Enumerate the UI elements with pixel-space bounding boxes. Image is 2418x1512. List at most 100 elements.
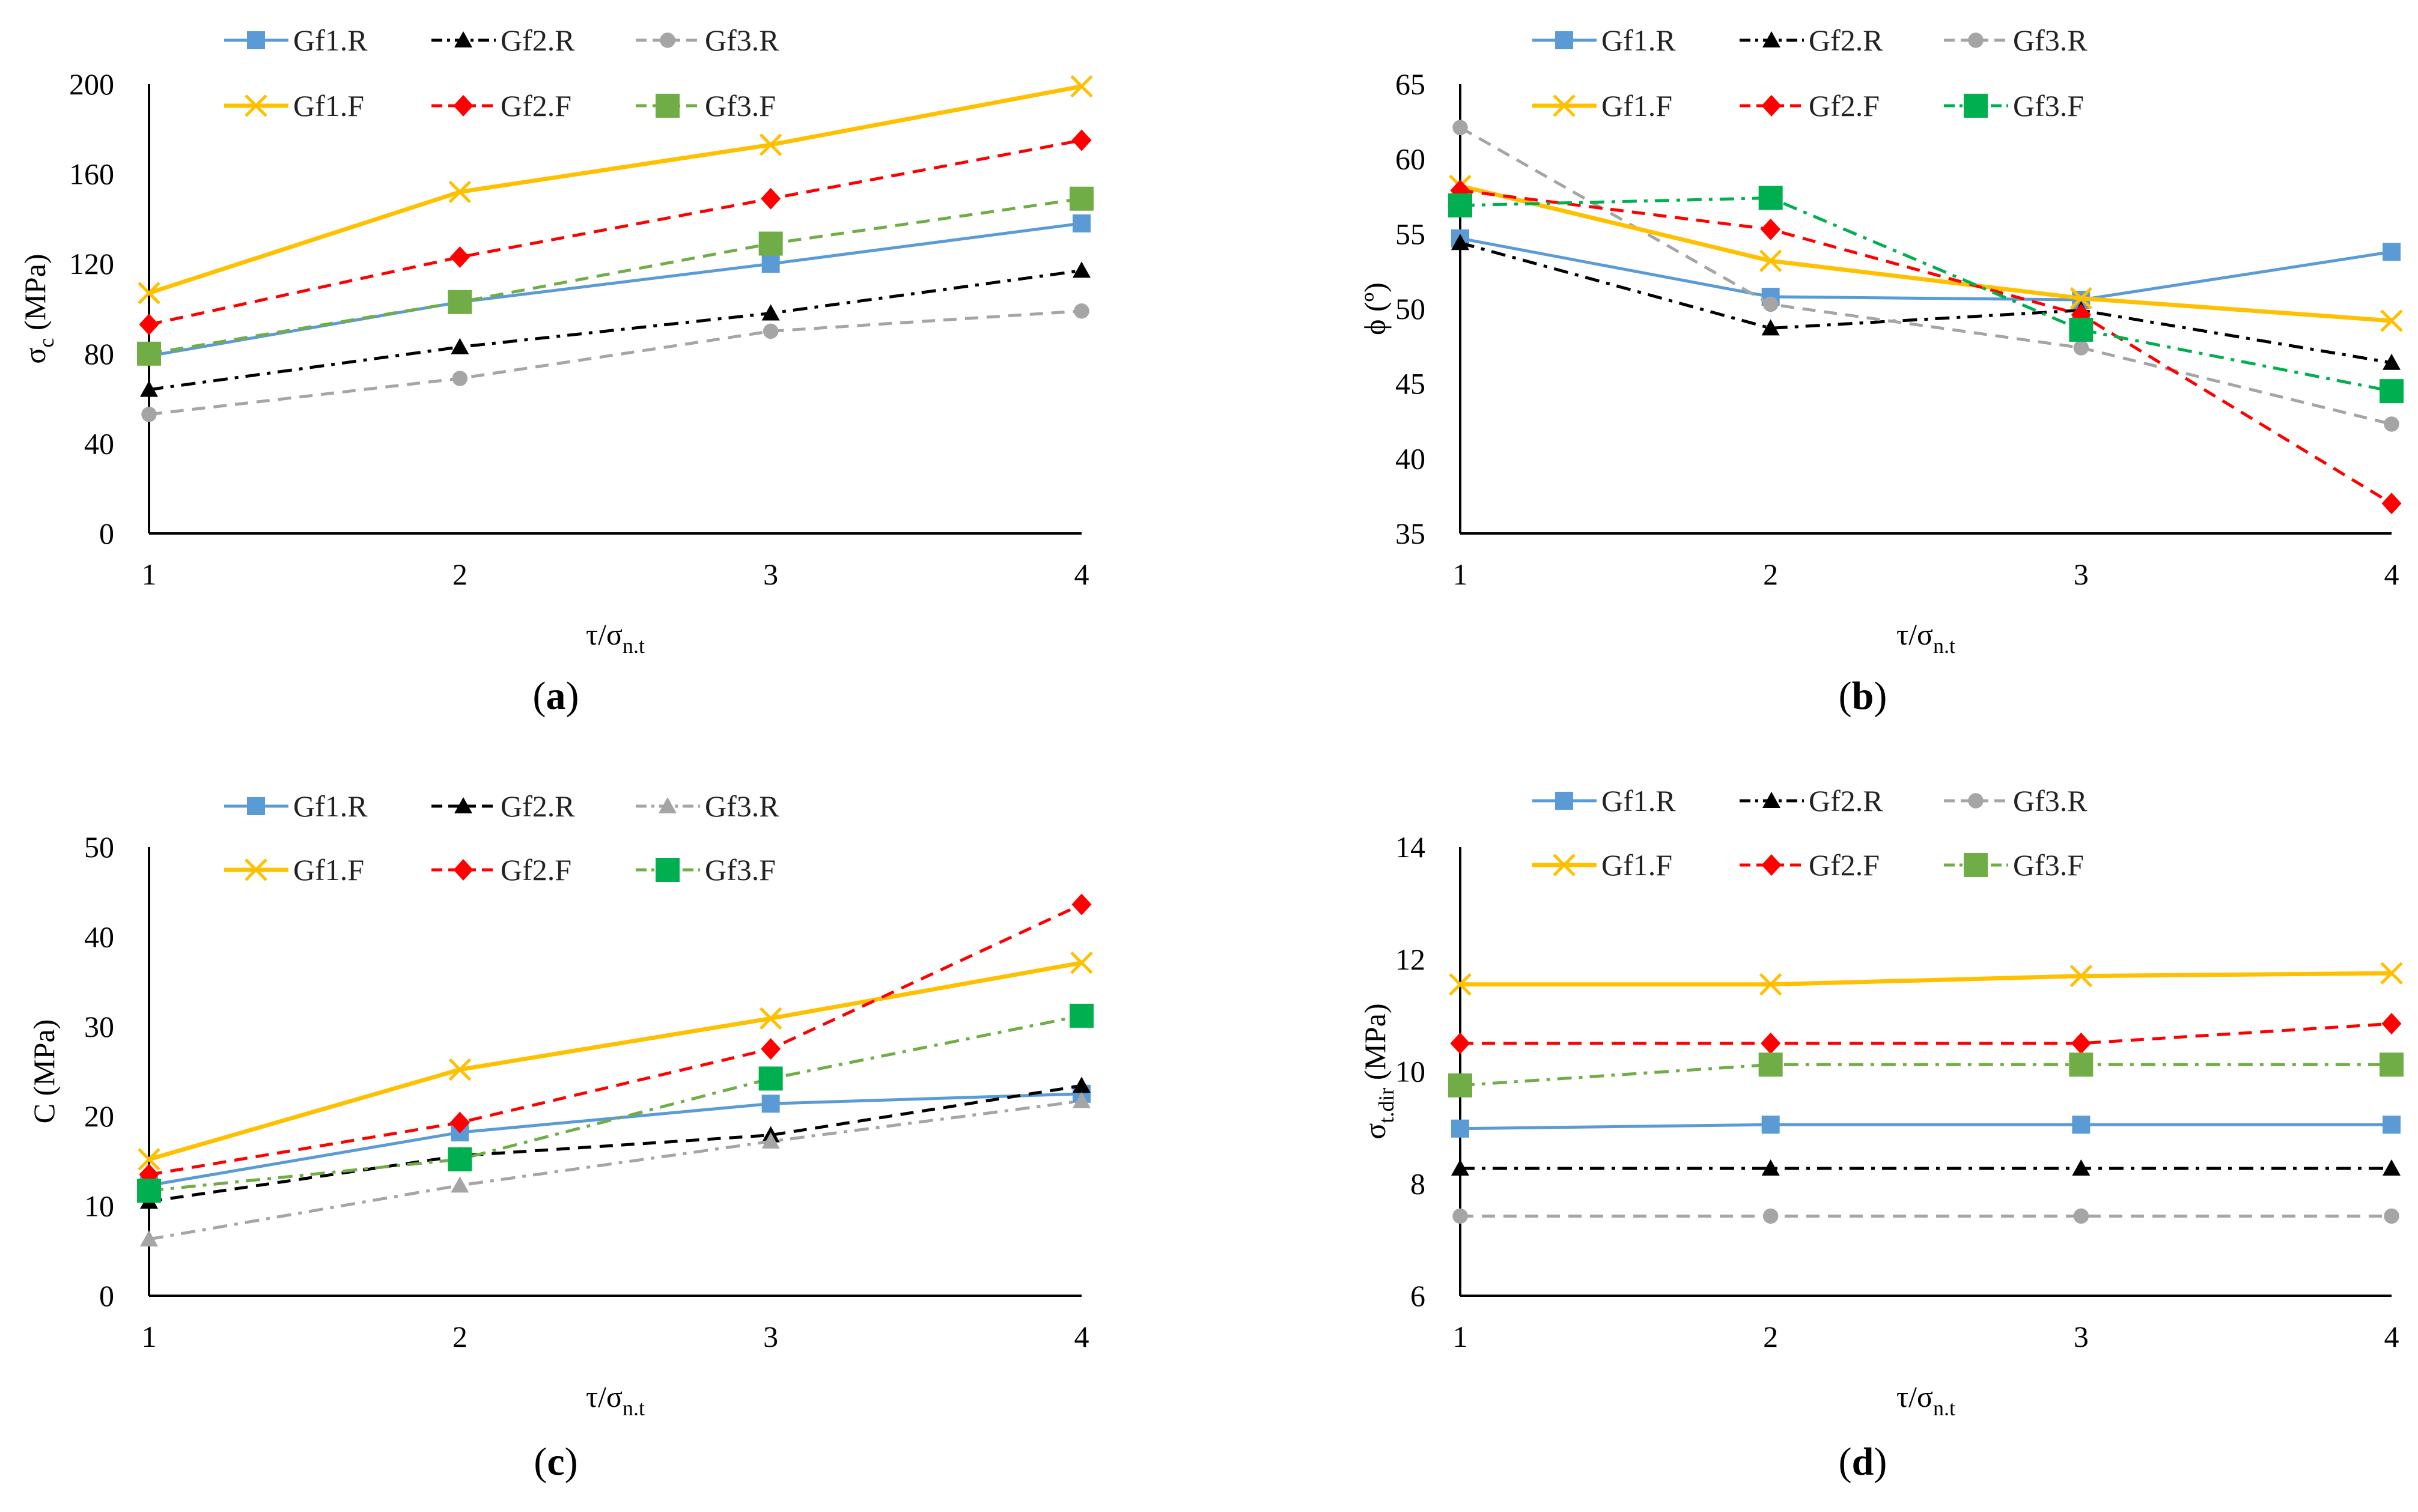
y-tick-label: 20 <box>84 1099 114 1133</box>
series-line <box>148 1014 1082 1192</box>
series-gf2-r <box>140 1076 1091 1209</box>
legend-label: Gf2.R <box>501 23 575 57</box>
x-tick-label: 1 <box>142 1320 157 1353</box>
x-tick-label: 2 <box>1763 1320 1778 1353</box>
data-point <box>2071 1032 2091 1054</box>
legend-item-gf1-r: Gf1.R <box>224 23 368 57</box>
data-point <box>759 1007 782 1030</box>
y-tick-label: 0 <box>99 1279 114 1313</box>
data-point <box>2072 1159 2091 1176</box>
series-gf1-f <box>138 951 1093 1171</box>
y-tick-label: 6 <box>1410 1279 1425 1313</box>
y-tick-label: 40 <box>84 920 114 953</box>
y-axis-title: σt.dir (MPa) <box>1358 1003 1398 1139</box>
x-axis-title-main: τ/σ <box>1896 618 1933 651</box>
series-line <box>1460 196 2392 393</box>
data-point <box>1758 186 1783 210</box>
caption-letter: b <box>1852 674 1874 718</box>
legend-item-gf2-r: Gf2.R <box>431 23 575 57</box>
legend-swatch-marker <box>1553 94 1576 117</box>
series-gf3-f <box>137 186 1094 366</box>
legend-swatch-marker <box>454 797 472 813</box>
series-gf3-r <box>1452 1208 2399 1224</box>
legend-item-gf3-f: Gf3.F <box>636 89 776 123</box>
x-axis-title: τ/σn.t <box>586 1380 645 1420</box>
data-point <box>2383 1116 2401 1134</box>
y-tick-label: 14 <box>1395 830 1425 864</box>
legend-label: Gf1.F <box>293 89 364 123</box>
legend-swatch-marker <box>245 94 267 117</box>
data-point <box>451 338 469 354</box>
x-axis-title: τ/σn.t <box>1896 1380 1955 1420</box>
legend-item-gf2-f: Gf2.F <box>431 89 571 123</box>
chart-panel-a: 0 40 80 120 160 200 1 2 3 4 τ/σn.t σc (MPa) Gf1.R Gf2… <box>18 23 1094 718</box>
legend-label: Gf3.R <box>705 23 779 57</box>
y-tick-label: 45 <box>1395 367 1425 401</box>
legend-swatch-marker <box>245 858 267 881</box>
legend: Gf1.R Gf2.R Gf3.R Gf1.F Gf2.F Gf3.F <box>224 789 779 887</box>
y-tick-label: 8 <box>1410 1167 1425 1200</box>
data-point <box>1450 1032 1470 1054</box>
y-axis-title-sub: t.dir <box>1374 1088 1398 1123</box>
x-tick-label: 2 <box>1763 557 1778 591</box>
x-tick-label: 3 <box>2074 1320 2089 1353</box>
y-tick-label: 55 <box>1395 217 1425 250</box>
y-tick-label: 40 <box>1395 442 1425 475</box>
legend-label: Gf2.R <box>501 789 575 823</box>
data-point <box>137 1179 161 1203</box>
x-axis-title: τ/σn.t <box>1896 618 1955 658</box>
data-point <box>763 323 779 339</box>
series-line <box>148 139 1082 326</box>
series-gf2-f <box>139 129 1092 336</box>
data-point <box>2383 1159 2401 1176</box>
data-point <box>758 231 783 256</box>
data-point <box>2069 287 2093 310</box>
legend-label: Gf3.R <box>705 789 779 823</box>
legend-item-gf3-r: Gf3.R <box>1944 784 2088 818</box>
data-point <box>1448 193 1472 217</box>
x-tick-label: 3 <box>763 557 778 591</box>
series-gf1-f <box>1449 962 2403 996</box>
data-point <box>1761 1032 1781 1054</box>
series-line <box>1460 184 2392 323</box>
legend-item-gf1-r: Gf1.R <box>1532 784 1676 818</box>
legend-item-gf3-f: Gf3.F <box>1944 89 2084 123</box>
y-tick-label: 10 <box>84 1189 114 1223</box>
legend-swatch-marker <box>1762 792 1780 808</box>
y-tick-label: 10 <box>1395 1055 1425 1088</box>
legend-label: Gf2.R <box>1809 784 1883 818</box>
legend-item-gf1-r: Gf1.R <box>1532 23 1676 57</box>
x-tick-label: 4 <box>2384 1320 2399 1353</box>
series-line <box>148 1084 1082 1203</box>
caption-letter: a <box>546 674 566 718</box>
caption-letter: d <box>1852 1440 1874 1484</box>
data-point <box>1451 1159 1469 1176</box>
legend-label: Gf1.R <box>1601 784 1676 818</box>
data-point <box>758 1066 783 1091</box>
data-point <box>1073 214 1091 232</box>
data-point <box>449 1111 470 1134</box>
y-tick-label: 50 <box>1395 292 1425 326</box>
legend-swatch-marker <box>1968 793 1984 809</box>
panel-caption: (a) <box>533 674 579 718</box>
series-gf3-f <box>1448 186 2404 404</box>
series-gf3-r <box>1452 120 2399 432</box>
legend-item-gf3-r: Gf3.R <box>636 23 779 57</box>
data-point <box>761 1038 781 1060</box>
legend-item-gf1-f: Gf1.F <box>1532 89 1672 123</box>
legend-swatch-marker <box>1553 854 1576 876</box>
y-axis-title: C (MPa) <box>27 1019 61 1124</box>
x-tick-label: 4 <box>2384 557 2399 591</box>
y-tick-label: 50 <box>84 830 114 864</box>
x-tick-label: 2 <box>452 1320 467 1353</box>
y-tick-label: 0 <box>99 517 114 550</box>
legend-item-gf2-r: Gf2.R <box>1740 23 1883 57</box>
series-line <box>1459 126 2392 426</box>
x-axis-title-main: τ/σ <box>586 1380 623 1413</box>
y-tick-label: 60 <box>1395 142 1425 176</box>
data-point <box>1071 129 1092 151</box>
legend-item-gf1-f: Gf1.F <box>224 89 364 123</box>
legend-swatch-marker <box>1761 95 1782 117</box>
series-line <box>148 1099 1082 1241</box>
